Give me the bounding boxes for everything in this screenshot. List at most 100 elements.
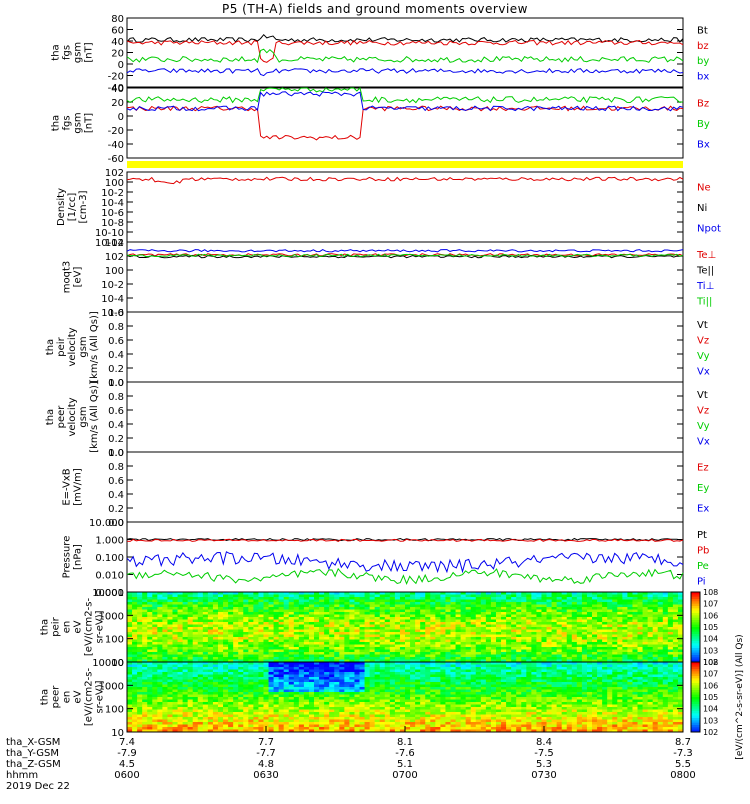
legend-label: bx [697, 71, 709, 82]
ylabel-line: [nT] [84, 113, 95, 133]
ylabel-line: en [62, 691, 73, 704]
ylabel-line: [eV] [73, 267, 84, 288]
ylabel-line: peir [56, 336, 67, 356]
ylabel-line: velocity [67, 397, 78, 436]
legend-label: By [697, 119, 710, 130]
ylabel-line: fgs [62, 45, 73, 60]
y-tick-label: 20 [111, 49, 124, 60]
ylabel-line: [mV/m] [73, 468, 84, 506]
legend-label: Vx [697, 366, 710, 377]
legend-label: Npot [697, 224, 721, 235]
ylabel-line: fgs [62, 115, 73, 130]
legend-label: Vx [697, 436, 710, 447]
y-tick-label: -60 [108, 154, 124, 165]
y-tick-label: 10-4 [101, 294, 124, 305]
y-tick-label: 1.0 [108, 308, 124, 319]
ylabel-line: [km/s (All Qs)] [89, 381, 100, 453]
y-tick-label: 0.6 [108, 476, 124, 487]
y-tick-label: 0 [118, 112, 124, 123]
y-tick-label: 102 [105, 168, 124, 179]
panel-p3: Density[1/cc][cm-3]10-1210-1010-810-610-… [56, 168, 721, 249]
ylabel-line: E=-VxB [62, 468, 73, 505]
ylabel-line: [eV/(cm2-s- [84, 668, 95, 727]
ylabel-line: peer [51, 685, 62, 709]
legend-label: by [697, 56, 709, 67]
legend-label: Pi [697, 576, 706, 587]
y-tick-label: -40 [108, 140, 124, 151]
ylabel-line: tha [45, 409, 56, 425]
y-tick-label: 0.4 [108, 420, 124, 431]
y-tick-label: 100 [105, 178, 124, 189]
legend-label: Ey [697, 483, 709, 494]
ylabel-line: tha [40, 689, 51, 705]
y-tick-label: 0.2 [108, 504, 124, 515]
ylabel-line: [1/cc] [67, 193, 78, 222]
legend-label: Ne [697, 182, 711, 193]
legend-label: Ti|| [696, 296, 712, 307]
colorbar-tick-label: 103 [703, 646, 718, 655]
legend-label: Te⊥ [696, 250, 716, 261]
series-line-Bz [127, 106, 683, 140]
ylabel-line: gsm [78, 336, 89, 357]
y-tick-label: 10-2 [101, 188, 124, 199]
legend-label: Bt [697, 26, 708, 37]
series-line-Ne [127, 177, 683, 183]
ylabel-line: [km/s (All Qs)] [89, 311, 100, 383]
ylabel-line: en [62, 621, 73, 634]
y-tick-label: 1.000 [95, 536, 124, 547]
legend-label: Ez [697, 462, 709, 473]
colorbar-tick-label: 108 [703, 588, 718, 597]
plot-title: P5 (TH-A) fields and ground moments over… [0, 2, 750, 16]
y-tick-label: 10-2 [101, 280, 124, 291]
colorbar-tick-label: 106 [703, 611, 718, 620]
y-tick-label: 0.8 [108, 462, 124, 473]
ylabel-line: [nPa] [73, 544, 84, 570]
y-tick-label: 10-8 [101, 218, 124, 229]
y-tick-label: 10000 [92, 588, 124, 599]
legend-label: bz [697, 41, 709, 52]
ylabel-line: peer [56, 405, 67, 429]
panel-frame [127, 18, 683, 87]
ylabel-line: gsm [73, 42, 84, 63]
y-tick-label: 100 [105, 266, 124, 277]
panel-frame [127, 242, 683, 312]
legend-label: Pt [697, 530, 707, 541]
legend-label: Ex [697, 504, 709, 515]
y-tick-label: 100 [105, 635, 124, 646]
y-tick-label: 0.010 [95, 571, 124, 582]
legend-label: Ni [697, 203, 707, 214]
y-tick-label: 0.4 [108, 490, 124, 501]
series-line-Pi [127, 552, 683, 572]
ylabel-line: tha [45, 339, 56, 355]
panel-p4: moqt3[eV]10-610-410-2100102104Te⊥Te||Ti⊥… [62, 238, 717, 319]
colorbar-tick-label: 104 [703, 635, 718, 644]
ylabel-line: gsm [73, 112, 84, 133]
legend-label: Pb [697, 545, 709, 556]
ylabel-line: Pressure [62, 536, 73, 579]
legend-label: Vt [697, 320, 708, 331]
series-line-Pe [127, 569, 683, 584]
legend-label: Vt [697, 390, 708, 401]
ylabel-line: [cm-3] [78, 190, 89, 223]
y-tick-label: 102 [105, 252, 124, 263]
panel-frame [127, 452, 683, 522]
y-tick-label: 0.100 [95, 553, 124, 564]
y-tick-label: -20 [108, 72, 124, 83]
y-tick-label: 104 [105, 238, 124, 249]
y-tick-label: 0.8 [108, 392, 124, 403]
legend-label: Vy [697, 421, 710, 432]
y-tick-label: 1.0 [108, 448, 124, 459]
panel-frame [127, 522, 683, 592]
y-tick-label: 0.6 [108, 406, 124, 417]
y-tick-label: -20 [108, 126, 124, 137]
ylabel-line: eV [73, 690, 84, 703]
ylabel-line: Density [56, 188, 67, 226]
ylabel-line: tha [40, 619, 51, 635]
